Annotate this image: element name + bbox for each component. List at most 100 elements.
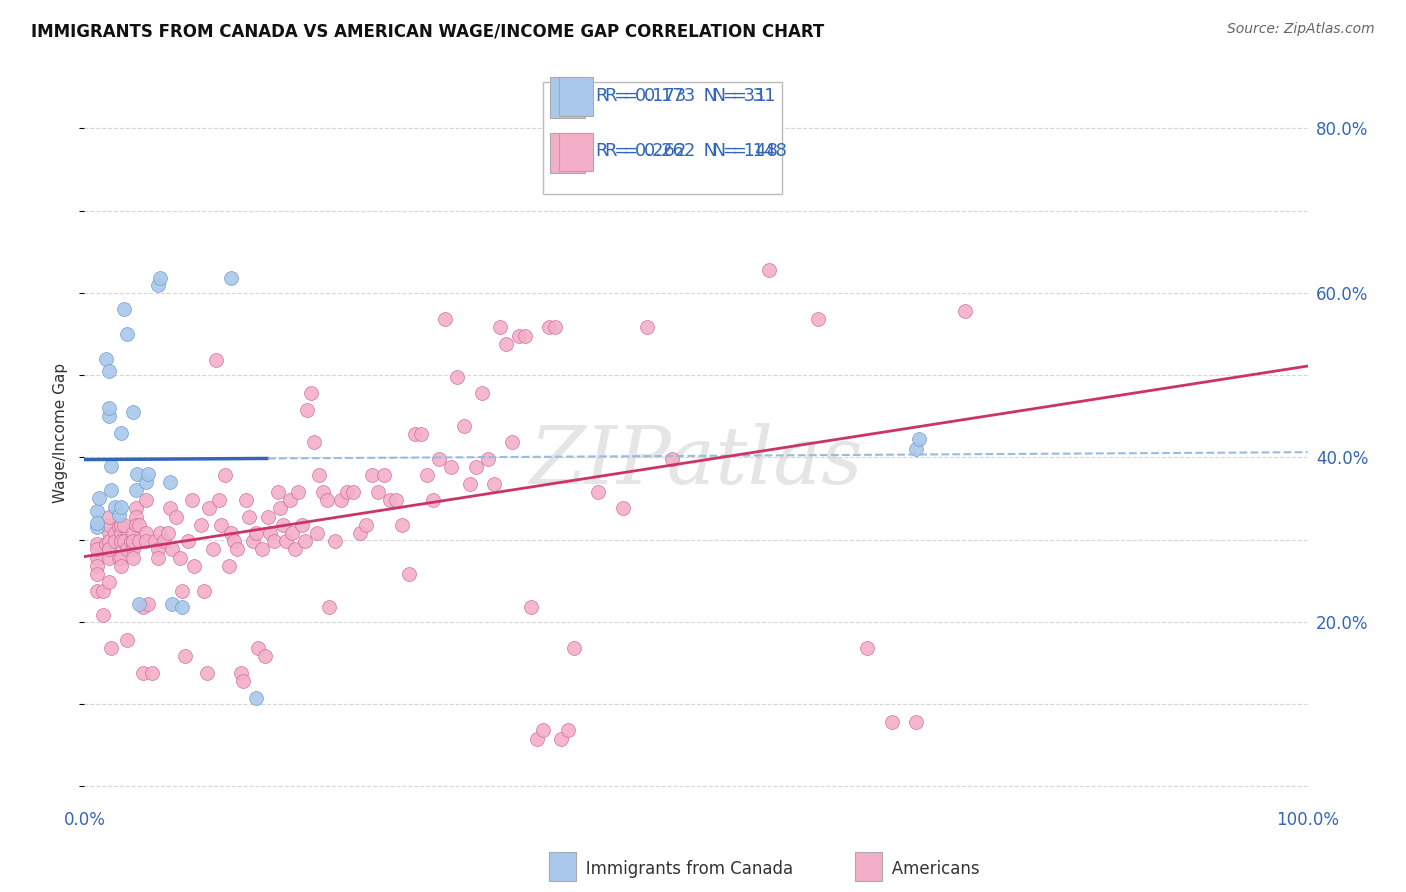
Point — [125, 517, 148, 532]
Point — [128, 597, 150, 611]
Point — [502, 435, 524, 450]
Point — [440, 460, 463, 475]
Point — [404, 427, 426, 442]
Point — [132, 600, 155, 615]
Point — [214, 468, 236, 483]
Text: IMMIGRANTS FROM CANADA VS AMERICAN WAGE/INCOME GAP CORRELATION CHART: IMMIGRANTS FROM CANADA VS AMERICAN WAGE/… — [31, 22, 824, 40]
Point — [195, 665, 218, 680]
Point — [86, 536, 108, 550]
Point — [201, 542, 224, 557]
Point — [143, 534, 166, 549]
Point — [162, 597, 184, 611]
Point — [97, 542, 120, 557]
Point — [86, 520, 108, 534]
Point — [97, 550, 120, 565]
Point — [269, 501, 291, 516]
Point — [100, 641, 122, 656]
Point — [434, 312, 457, 326]
Point — [235, 493, 257, 508]
Point — [110, 517, 132, 532]
Point — [336, 484, 359, 499]
Point — [149, 271, 172, 285]
FancyBboxPatch shape — [550, 133, 585, 173]
Point — [135, 493, 157, 508]
Point — [125, 467, 148, 481]
Point — [125, 483, 148, 498]
Point — [107, 550, 129, 565]
Text: R = 0.173   N = 31: R = 0.173 N = 31 — [596, 87, 766, 104]
Point — [880, 715, 903, 730]
Point — [308, 468, 330, 483]
Point — [229, 665, 252, 680]
Point — [107, 508, 129, 522]
Point — [112, 302, 135, 317]
Point — [557, 723, 579, 738]
Point — [360, 468, 382, 483]
Point — [259, 526, 281, 541]
Point — [136, 597, 159, 611]
Point — [318, 600, 340, 615]
Point — [271, 517, 294, 532]
Point — [122, 550, 145, 565]
Text: Source: ZipAtlas.com: Source: ZipAtlas.com — [1227, 22, 1375, 37]
Point — [330, 493, 353, 508]
Point — [284, 542, 307, 557]
Point — [354, 517, 377, 532]
Point — [278, 493, 301, 508]
Point — [907, 432, 929, 446]
Point — [427, 452, 450, 467]
Point — [136, 467, 159, 481]
Point — [172, 583, 194, 598]
Point — [295, 402, 318, 417]
Point — [146, 277, 169, 292]
Point — [128, 517, 150, 532]
Point — [132, 665, 155, 680]
Point — [159, 475, 181, 489]
Point — [110, 558, 132, 573]
Point — [87, 491, 110, 506]
Point — [146, 550, 169, 565]
Point — [91, 583, 114, 598]
Point — [97, 526, 120, 541]
Point — [104, 526, 127, 541]
Point — [263, 534, 285, 549]
Point — [86, 583, 108, 598]
Point — [304, 435, 326, 450]
Point — [247, 641, 270, 656]
Point — [86, 516, 108, 530]
Point — [661, 452, 683, 467]
Text: R = 0.173   N = 31: R = 0.173 N = 31 — [606, 87, 776, 104]
Point — [446, 369, 468, 384]
Point — [953, 304, 976, 318]
Point — [97, 542, 120, 557]
Point — [97, 364, 120, 378]
Point — [159, 501, 181, 516]
Point — [538, 320, 561, 334]
Point — [162, 542, 184, 557]
Point — [110, 500, 132, 514]
Point — [294, 534, 316, 549]
Point — [110, 550, 132, 565]
Point — [257, 509, 280, 524]
Point — [526, 731, 548, 746]
Point — [709, 164, 731, 178]
Point — [149, 526, 172, 541]
Point — [291, 517, 314, 532]
Point — [508, 328, 530, 343]
Text: R = 0.262   N = 148: R = 0.262 N = 148 — [596, 143, 778, 161]
Point — [305, 526, 328, 541]
Point — [122, 534, 145, 549]
Text: R = 0.262   N = 148: R = 0.262 N = 148 — [606, 143, 787, 161]
Point — [97, 534, 120, 549]
Point — [471, 386, 494, 401]
Point — [173, 649, 195, 664]
Point — [120, 534, 142, 549]
Point — [177, 534, 200, 549]
Point — [562, 641, 585, 656]
Point — [409, 427, 432, 442]
Point — [254, 649, 277, 664]
Point — [115, 326, 138, 341]
Point — [550, 731, 572, 746]
Point — [416, 468, 439, 483]
Point — [125, 501, 148, 516]
